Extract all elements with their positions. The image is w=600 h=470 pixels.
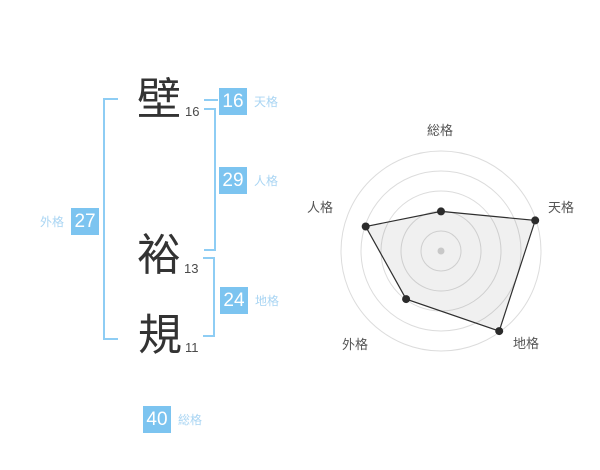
given-char-2-strokes: 11 <box>185 340 199 355</box>
radar-axis-soukaku: 総格 <box>427 123 454 138</box>
gaikaku-bracket <box>103 98 118 340</box>
jinkaku-bracket <box>204 108 216 251</box>
radar-axis-chikaku: 地格 <box>513 336 540 351</box>
radar-data-point <box>437 207 445 216</box>
tenkaku-tick <box>204 99 218 101</box>
gaikaku-label: 外格 <box>40 215 65 229</box>
surname-char: 壁 <box>137 75 181 124</box>
radar-grid-ring <box>340 150 542 352</box>
jinkaku-row: 29 人格 <box>219 167 278 194</box>
radar-series-polygon <box>364 210 537 332</box>
radar-data-point <box>361 222 370 231</box>
chikaku-bracket <box>203 257 215 337</box>
radar-axis-tenkaku: 天格 <box>548 200 575 215</box>
gaikaku-value-box: 27 <box>71 208 100 235</box>
surname-char-strokes: 16 <box>185 104 200 119</box>
radar-data-point <box>531 216 540 225</box>
given-char-1-strokes: 13 <box>184 261 199 276</box>
tenkaku-value-box: 16 <box>219 88 247 115</box>
gaikaku-row: 外格 27 <box>40 208 100 235</box>
soukaku-row: 40 総格 <box>143 406 202 433</box>
radar-chart <box>340 150 542 352</box>
tenkaku-label: 天格 <box>254 95 279 109</box>
radar-axis-jinkaku: 人格 <box>307 200 334 215</box>
chikaku-row: 24 地格 <box>220 287 279 314</box>
tenkaku-row: 16 天格 <box>219 88 278 115</box>
radar-data-point <box>495 327 504 336</box>
jinkaku-value-box: 29 <box>219 167 247 194</box>
chikaku-label: 地格 <box>255 294 280 308</box>
radar-grid-ring <box>360 170 522 332</box>
given-char-1: 裕 <box>137 231 181 280</box>
radar-grid-ring <box>420 230 462 272</box>
radar-axis-gaikaku: 外格 <box>342 337 369 352</box>
given-char-2: 規 <box>138 311 182 360</box>
radar-center-dot <box>437 247 445 255</box>
jinkaku-label: 人格 <box>254 174 279 188</box>
soukaku-value-box: 40 <box>143 406 171 433</box>
radar-data-point <box>402 295 411 304</box>
chikaku-value-box: 24 <box>220 287 248 314</box>
soukaku-label: 総格 <box>178 413 203 427</box>
